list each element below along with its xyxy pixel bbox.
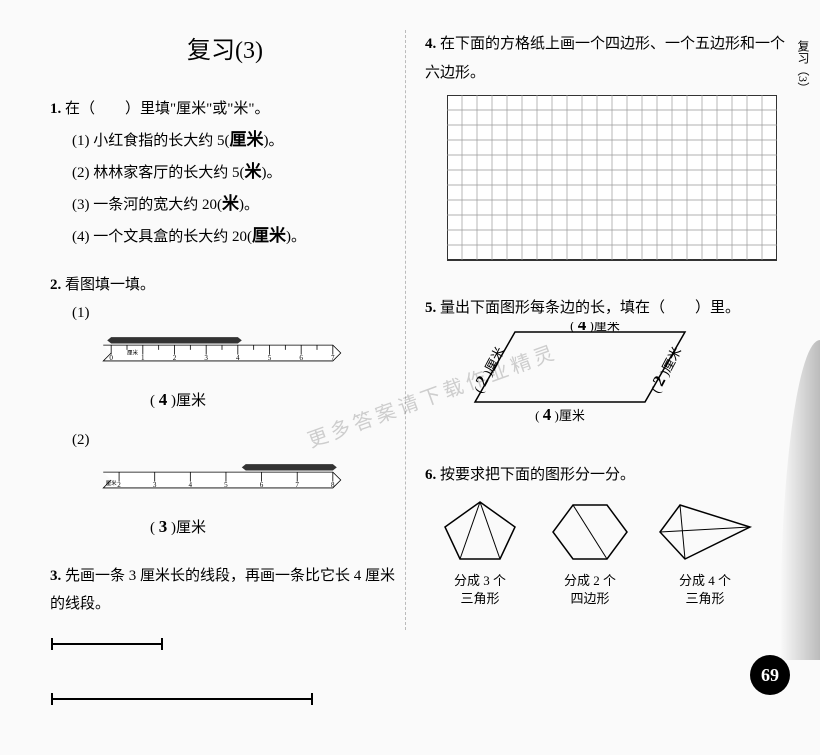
ruler2-t5: 7	[295, 481, 299, 489]
q2-ans1: ( 4 )厘米	[50, 384, 400, 416]
q5-number: 5.	[425, 300, 436, 316]
q1-3-ans: 米	[222, 194, 239, 213]
ruler2-bar	[242, 464, 337, 470]
side-label: 复习（3）	[795, 40, 812, 94]
q6-hexagon	[545, 497, 635, 567]
q6-cap3a: 分成 4 个	[655, 572, 755, 590]
q4-grid	[447, 95, 777, 265]
q6-cap1b: 三角形	[435, 590, 525, 608]
q3-line1	[50, 634, 350, 654]
question-3: 3. 先画一条 3 厘米长的线段，再画一条比它长 4 厘米的线段。	[50, 562, 400, 730]
q1-1-n: (1)	[72, 133, 90, 149]
question-6: 6. 按要求把下面的图形分一分。 分成 3 个 三角形	[425, 461, 785, 609]
ruler2-body	[103, 472, 341, 488]
question-5: 5. 量出下面图形每条边的长，填在（ ）里。 ( 4 )厘米 ( 4 )厘米 (…	[425, 294, 785, 443]
q1-4-ans: 厘米	[252, 226, 286, 245]
q1-item: (2) 林林家客厅的长大约 5(米)。	[50, 156, 400, 188]
q6-cap1a: 分成 3 个	[435, 572, 525, 590]
q1-stem: 在（ ）里填"厘米"或"米"。	[65, 101, 270, 117]
q5-right: ( 2 )厘米	[645, 343, 685, 396]
q5-stem: 量出下面图形每条边的长，填在（ ）里。	[440, 300, 740, 316]
q6-cap2b: 四边形	[545, 590, 635, 608]
ruler-1: 0 1 2 3 4 5 6 7 厘米	[72, 334, 372, 372]
q1-2-n: (2)	[72, 165, 90, 181]
page-curl	[780, 340, 820, 660]
q1-3-n: (3)	[72, 197, 90, 213]
q1-1-ans: 厘米	[230, 130, 264, 149]
q6-item-1: 分成 3 个 三角形	[435, 497, 525, 609]
q5-parallelogram: ( 4 )厘米 ( 4 )厘米 ( 2 )厘米 ( 2 )厘米	[465, 322, 725, 432]
q2-ans1-unit: 厘米	[176, 393, 206, 409]
q1-4-b: )。	[286, 229, 306, 245]
q6-number: 6.	[425, 467, 436, 483]
q6-pentagon	[435, 497, 525, 567]
ruler1-t4: 4	[236, 354, 240, 362]
q6-item-3: 分成 4 个 三角形	[655, 497, 755, 609]
ruler1-bar	[107, 337, 242, 343]
q3-stem: 先画一条 3 厘米长的线段，再画一条比它长 4 厘米的线段。	[50, 568, 395, 613]
q1-1-a: 小红食指的长大约 5(	[93, 133, 229, 149]
ruler-2: 厘米 2 3 4 5 6 7 8	[72, 461, 372, 499]
q1-item: (3) 一条河的宽大约 20(米)。	[50, 188, 400, 220]
page: 复习（3） 更多答案请下载作业精灵 复习(3) 1. 在（ ）里填"厘米"或"米…	[0, 0, 820, 755]
q1-3-b: )。	[239, 197, 259, 213]
page-number: 69	[750, 655, 790, 695]
q1-2-ans: 米	[245, 162, 262, 181]
question-4: 4. 在下面的方格纸上画一个四边形、一个五边形和一个六边形。	[425, 30, 785, 276]
page-title: 复习(3)	[50, 30, 400, 65]
q1-3-a: 一条河的宽大约 20(	[93, 197, 222, 213]
ruler2-t2: 4	[189, 481, 193, 489]
q2-ans2: ( 3 )厘米	[50, 511, 400, 543]
q2-number: 2.	[50, 277, 61, 293]
ruler2-t4: 6	[260, 481, 264, 489]
ruler1-t1: 1	[141, 354, 145, 362]
q2-ans2-unit: 厘米	[176, 520, 206, 536]
ruler1-t0: 0	[109, 354, 113, 362]
q6-shapes-row: 分成 3 个 三角形 分成 2 个 四边形	[435, 497, 785, 609]
q5-top: ( 4 )厘米	[570, 322, 620, 334]
ruler2-t6: 8	[331, 481, 335, 489]
q6-cap3b: 三角形	[655, 590, 755, 608]
q2-ans2-val: 3	[159, 517, 168, 536]
q3-line2	[50, 689, 350, 709]
q2-sub1-label: (1)	[50, 299, 400, 328]
q1-2-b: )。	[262, 165, 282, 181]
q1-item: (1) 小红食指的长大约 5(厘米)。	[50, 124, 400, 156]
q6-quad	[655, 497, 755, 567]
ruler2-t0: 2	[117, 481, 121, 489]
q5-bottom: ( 4 )厘米	[535, 405, 585, 424]
q6-cap2a: 分成 2 个	[545, 572, 635, 590]
q4-number: 4.	[425, 36, 436, 52]
q1-item: (4) 一个文具盒的长大约 20(厘米)。	[50, 220, 400, 252]
ruler1-t6: 6	[299, 354, 303, 362]
ruler1-t2: 2	[173, 354, 177, 362]
q2-ans1-val: 4	[159, 390, 168, 409]
ruler1-t5: 5	[268, 354, 272, 362]
q4-stem: 在下面的方格纸上画一个四边形、一个五边形和一个六边形。	[425, 36, 785, 81]
column-divider	[405, 30, 406, 630]
ruler1-t3: 3	[204, 354, 208, 362]
question-1: 1. 在（ ）里填"厘米"或"米"。 (1) 小红食指的长大约 5(厘米)。 (…	[50, 95, 400, 253]
q1-4-a: 一个文具盒的长大约 20(	[93, 229, 252, 245]
q1-2-a: 林林家客厅的长大约 5(	[93, 165, 244, 181]
left-column: 复习(3) 1. 在（ ）里填"厘米"或"米"。 (1) 小红食指的长大约 5(…	[50, 30, 400, 748]
q1-number: 1.	[50, 101, 61, 117]
q2-sub2-label: (2)	[50, 426, 400, 455]
q1-1-b: )。	[264, 133, 284, 149]
ruler1-t7: 7	[331, 354, 335, 362]
ruler2-t1: 3	[153, 481, 157, 489]
q3-number: 3.	[50, 568, 61, 584]
q2-stem: 看图填一填。	[65, 277, 155, 293]
q6-stem: 按要求把下面的图形分一分。	[440, 467, 635, 483]
q6-item-2: 分成 2 个 四边形	[545, 497, 635, 609]
right-column: 4. 在下面的方格纸上画一个四边形、一个五边形和一个六边形。 5. 量出下面图形…	[425, 30, 785, 627]
q1-4-n: (4)	[72, 229, 90, 245]
ruler2-t3: 5	[224, 481, 228, 489]
q5-left: ( 2 )厘米	[468, 343, 508, 396]
question-2: 2. 看图填一填。 (1) 0 1 2 3	[50, 271, 400, 544]
